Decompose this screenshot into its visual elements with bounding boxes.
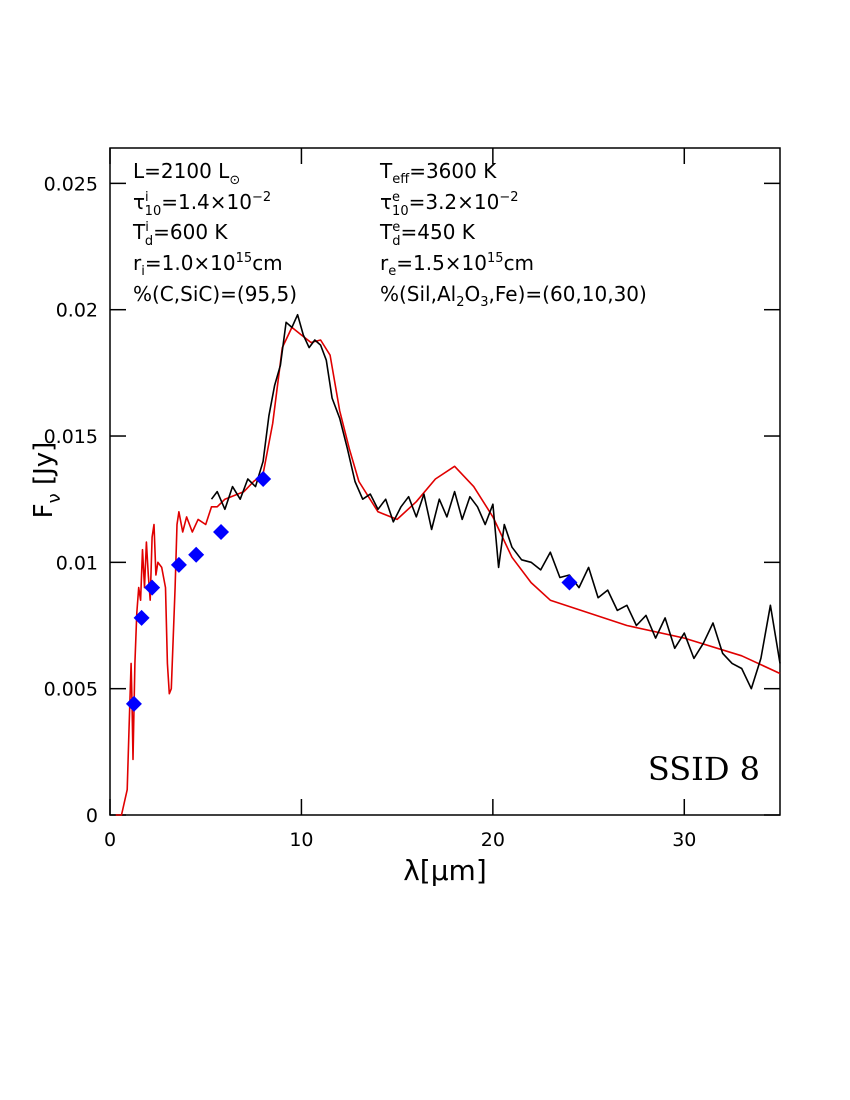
- plot-frame: [109, 147, 781, 816]
- y-tick-label: 0.02: [56, 300, 98, 322]
- x-tick-label: 30: [672, 829, 696, 851]
- annotation: Te d=450 K: [379, 220, 476, 249]
- annotation: τi 10=1.4×10−2: [133, 190, 271, 219]
- y-tick-label: 0.025: [44, 173, 98, 195]
- photometry-point: [188, 546, 205, 563]
- spectrum-line: [115, 326, 781, 816]
- y-axis-label: Fν [Jy]: [29, 442, 65, 519]
- annotation: ri=1.0×1015cm: [133, 251, 283, 279]
- annotations: L=2100 L⊙ Teff=3600 K τi 10=1.4×10−2 τe 10…: [132, 159, 647, 310]
- photometry-point: [561, 574, 578, 591]
- y-tick-label: 0: [86, 805, 98, 827]
- photometry-point: [170, 556, 187, 573]
- y-tick-label: 0.005: [44, 679, 98, 701]
- annotation: re=1.5×1015cm: [380, 251, 534, 279]
- y-tick-label: 0.01: [56, 552, 98, 574]
- annotation: %(C,SiC)=(95,5): [133, 282, 297, 306]
- photometry-point: [255, 470, 272, 487]
- x-tick-label: 10: [289, 829, 313, 851]
- y-tick-label: 0.015: [44, 426, 98, 448]
- photometry-point: [125, 695, 142, 712]
- photometry-point: [144, 579, 161, 596]
- annotation: τe 10=3.2×10−2: [380, 190, 519, 219]
- annotation: Teff=3600 K: [379, 159, 497, 187]
- photometry-point: [133, 609, 150, 626]
- annotation: %(Sil,Al2O3,Fe)=(60,10,30): [380, 282, 647, 310]
- spectrum-line: [210, 313, 781, 690]
- x-axis-label: λ[μm]: [403, 854, 487, 887]
- photometry-point: [213, 524, 230, 541]
- annotation: L=2100 L⊙: [133, 159, 240, 188]
- x-tick-label: 0: [104, 829, 116, 851]
- annotation: Ti d=600 K: [132, 220, 228, 249]
- chart-label: SSID 8: [648, 750, 760, 788]
- x-tick-label: 20: [481, 829, 505, 851]
